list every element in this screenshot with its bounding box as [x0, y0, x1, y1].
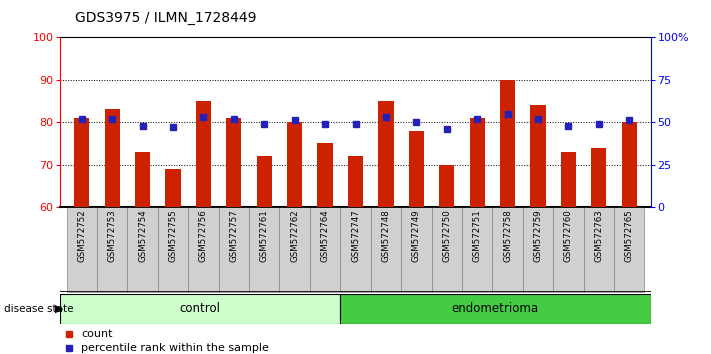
- Bar: [370, 207, 401, 292]
- Bar: [340, 294, 651, 324]
- Bar: [158, 207, 188, 292]
- Bar: [196, 101, 211, 207]
- Bar: [188, 207, 218, 292]
- Text: GSM572749: GSM572749: [412, 210, 421, 262]
- Bar: [439, 165, 454, 207]
- Text: GSM572755: GSM572755: [169, 210, 178, 262]
- Text: GSM572763: GSM572763: [594, 210, 604, 262]
- Bar: [561, 152, 576, 207]
- Text: GSM572751: GSM572751: [473, 210, 481, 262]
- Bar: [105, 109, 119, 207]
- Bar: [166, 169, 181, 207]
- Bar: [621, 122, 637, 207]
- Bar: [462, 207, 493, 292]
- Bar: [127, 207, 158, 292]
- Bar: [409, 131, 424, 207]
- Text: GSM572748: GSM572748: [381, 210, 390, 262]
- Bar: [74, 118, 90, 207]
- Bar: [279, 207, 310, 292]
- Bar: [60, 294, 340, 324]
- Text: GSM572747: GSM572747: [351, 210, 360, 262]
- Text: disease state: disease state: [4, 304, 73, 314]
- Bar: [249, 207, 279, 292]
- Bar: [341, 207, 370, 292]
- Bar: [310, 207, 341, 292]
- Text: GDS3975 / ILMN_1728449: GDS3975 / ILMN_1728449: [75, 11, 256, 25]
- Text: count: count: [81, 329, 112, 339]
- Bar: [432, 207, 462, 292]
- Text: GSM572752: GSM572752: [77, 210, 86, 262]
- Bar: [287, 122, 302, 207]
- Bar: [218, 207, 249, 292]
- Bar: [257, 156, 272, 207]
- Bar: [226, 118, 242, 207]
- Text: percentile rank within the sample: percentile rank within the sample: [81, 343, 269, 353]
- Text: GSM572761: GSM572761: [260, 210, 269, 262]
- Bar: [135, 152, 150, 207]
- Text: GSM572762: GSM572762: [290, 210, 299, 262]
- Text: GSM572753: GSM572753: [107, 210, 117, 262]
- Text: control: control: [180, 302, 220, 315]
- Text: GSM572758: GSM572758: [503, 210, 512, 262]
- Text: GSM572750: GSM572750: [442, 210, 451, 262]
- Bar: [348, 156, 363, 207]
- Bar: [553, 207, 584, 292]
- Text: ▶: ▶: [55, 304, 64, 314]
- Bar: [469, 118, 485, 207]
- Bar: [584, 207, 614, 292]
- Text: GSM572756: GSM572756: [199, 210, 208, 262]
- Bar: [592, 148, 606, 207]
- Text: endometrioma: endometrioma: [451, 302, 539, 315]
- Bar: [493, 207, 523, 292]
- Text: GSM572757: GSM572757: [230, 210, 238, 262]
- Text: GSM572764: GSM572764: [321, 210, 330, 262]
- Bar: [318, 143, 333, 207]
- Bar: [401, 207, 432, 292]
- Bar: [530, 105, 545, 207]
- Text: GSM572760: GSM572760: [564, 210, 573, 262]
- Bar: [614, 207, 644, 292]
- Bar: [67, 207, 97, 292]
- Bar: [500, 80, 515, 207]
- Text: GSM572765: GSM572765: [625, 210, 634, 262]
- Bar: [523, 207, 553, 292]
- Text: GSM572759: GSM572759: [533, 210, 542, 262]
- Bar: [378, 101, 393, 207]
- Bar: [97, 207, 127, 292]
- Text: GSM572754: GSM572754: [138, 210, 147, 262]
